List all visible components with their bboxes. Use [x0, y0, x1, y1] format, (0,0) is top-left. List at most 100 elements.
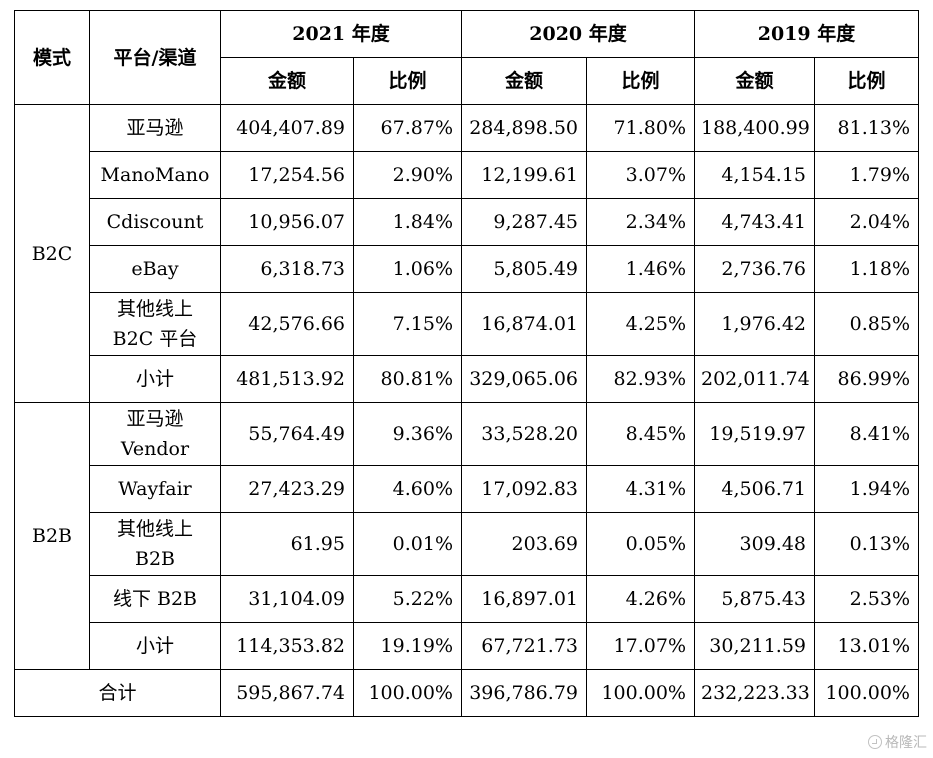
header-ratio: 比例 [586, 57, 695, 105]
ratio-2020: 4.31% [586, 465, 695, 513]
amount-2021: 61.95 [220, 512, 354, 576]
amount-2020: 329,065.06 [461, 355, 587, 403]
amount-2021: 55,764.49 [220, 402, 354, 466]
ratio-2019: 81.13% [814, 104, 919, 152]
ratio-2021: 67.87% [353, 104, 462, 152]
watermark-text: 格隆汇 [885, 735, 927, 751]
amount-2020: 396,786.79 [461, 669, 587, 717]
channel-name: 其他线上 B2B [89, 512, 221, 576]
amount-2020: 203.69 [461, 512, 587, 576]
ratio-2021: 80.81% [353, 355, 462, 403]
ratio-2020: 71.80% [586, 104, 695, 152]
header-mode: 模式 [14, 10, 90, 105]
ratio-2021: 19.19% [353, 622, 462, 670]
ratio-2020: 100.00% [586, 669, 695, 717]
ratio-2020: 8.45% [586, 402, 695, 466]
ratio-2020: 3.07% [586, 151, 695, 199]
amount-2020: 33,528.20 [461, 402, 587, 466]
header-year-2021: 2021 年度 [220, 10, 462, 58]
ratio-2021: 2.90% [353, 151, 462, 199]
amount-2021: 10,956.07 [220, 198, 354, 246]
amount-2019: 202,011.74 [694, 355, 815, 403]
table-row: ManoMano 17,254.56 2.90% 12,199.61 3.07%… [15, 151, 919, 199]
amount-2019: 5,875.43 [694, 575, 815, 623]
amount-2019: 4,506.71 [694, 465, 815, 513]
header-row-years: 模式 平台/渠道 2021 年度 2020 年度 2019 年度 [14, 10, 919, 105]
watermark: 格隆汇 [868, 732, 927, 752]
ratio-2021: 0.01% [353, 512, 462, 576]
table-row: B2B 亚马逊 Vendor 55,764.49 9.36% 33,528.20 … [14, 402, 919, 670]
amount-2019: 4,743.41 [694, 198, 815, 246]
ratio-2019: 8.41% [814, 402, 919, 466]
ratio-2019: 100.00% [814, 669, 919, 717]
amount-2019: 309.48 [694, 512, 815, 576]
ratio-2019: 1.79% [814, 151, 919, 199]
channel-name: 线下 B2B [89, 575, 221, 623]
ratio-2021: 7.15% [353, 292, 462, 356]
subtotal-row-b2b: 小计 114,353.82 19.19% 67,721.73 17.07% 30… [15, 622, 919, 670]
channel-name-line2: Vendor [120, 438, 190, 460]
amount-2020: 9,287.45 [461, 198, 587, 246]
channel-name: ManoMano [89, 151, 221, 199]
header-year-2019: 2019 年度 [694, 10, 919, 58]
ratio-2021: 9.36% [353, 402, 462, 466]
channel-name-line1: 其他线上 [116, 518, 193, 540]
amount-2021: 6,318.73 [220, 245, 354, 293]
channel-name-line2: B2C 平台 [112, 328, 198, 350]
ratio-2019: 0.85% [814, 292, 919, 356]
table-row: 其他线上 B2B 61.95 0.01% 203.69 0.05% 309.48 … [15, 512, 919, 576]
mode-b2c: B2C [14, 104, 90, 403]
table-row: B2C 亚马逊 404,407.89 67.87% 284,898.50 71.… [14, 104, 919, 403]
ratio-2021: 1.84% [353, 198, 462, 246]
total-row: 合计 595,867.74 100.00% 396,786.79 100.00%… [14, 669, 919, 717]
amount-2021: 27,423.29 [220, 465, 354, 513]
channel-name: 亚马逊 [89, 104, 221, 152]
amount-2021: 42,576.66 [220, 292, 354, 356]
amount-2020: 16,897.01 [461, 575, 587, 623]
channel-name: Cdiscount [89, 198, 221, 246]
ratio-2020: 17.07% [586, 622, 695, 670]
amount-2020: 5,805.49 [461, 245, 587, 293]
ratio-2020: 82.93% [586, 355, 695, 403]
ratio-2019: 2.53% [814, 575, 919, 623]
channel-name: 亚马逊 Vendor [89, 402, 221, 466]
ratio-2019: 1.94% [814, 465, 919, 513]
ratio-2020: 0.05% [586, 512, 695, 576]
amount-2019: 1,976.42 [694, 292, 815, 356]
ratio-2020: 2.34% [586, 198, 695, 246]
amount-2020: 12,199.61 [461, 151, 587, 199]
channel-name-line2: B2B [134, 548, 175, 570]
amount-2019: 19,519.97 [694, 402, 815, 466]
amount-2021: 114,353.82 [220, 622, 354, 670]
ratio-2019: 1.18% [814, 245, 919, 293]
header-amount: 金额 [220, 57, 354, 105]
subtotal-label: 小计 [89, 355, 221, 403]
ratio-2021: 1.06% [353, 245, 462, 293]
header-year-2020: 2020 年度 [461, 10, 695, 58]
table-row: eBay 6,318.73 1.06% 5,805.49 1.46% 2,736… [15, 245, 919, 293]
subtotal-row-b2c: 小计 481,513.92 80.81% 329,065.06 82.93% 2… [15, 355, 919, 403]
header-amount: 金额 [461, 57, 587, 105]
gelonghui-logo-icon [868, 735, 882, 749]
header-ratio: 比例 [353, 57, 462, 105]
amount-2021: 404,407.89 [220, 104, 354, 152]
ratio-2021: 5.22% [353, 575, 462, 623]
amount-2019: 232,223.33 [694, 669, 815, 717]
ratio-2019: 86.99% [814, 355, 919, 403]
header-amount: 金额 [694, 57, 815, 105]
ratio-2020: 1.46% [586, 245, 695, 293]
table-row: 线下 B2B 31,104.09 5.22% 16,897.01 4.26% 5… [15, 575, 919, 623]
amount-2019: 2,736.76 [694, 245, 815, 293]
amount-2021: 31,104.09 [220, 575, 354, 623]
header-row-columns: 金额 比例 金额 比例 金额 比例 [15, 57, 919, 105]
amount-2021: 17,254.56 [220, 151, 354, 199]
table-row: 其他线上 B2C 平台 42,576.66 7.15% 16,874.01 4.2… [15, 292, 919, 356]
table-row: Wayfair 27,423.29 4.60% 17,092.83 4.31% … [15, 465, 919, 513]
channel-name: 其他线上 B2C 平台 [89, 292, 221, 356]
ratio-2021: 100.00% [353, 669, 462, 717]
ratio-2019: 0.13% [814, 512, 919, 576]
channel-name-line1: 其他线上 [116, 298, 193, 320]
ratio-2019: 13.01% [814, 622, 919, 670]
ratio-2019: 2.04% [814, 198, 919, 246]
amount-2019: 30,211.59 [694, 622, 815, 670]
